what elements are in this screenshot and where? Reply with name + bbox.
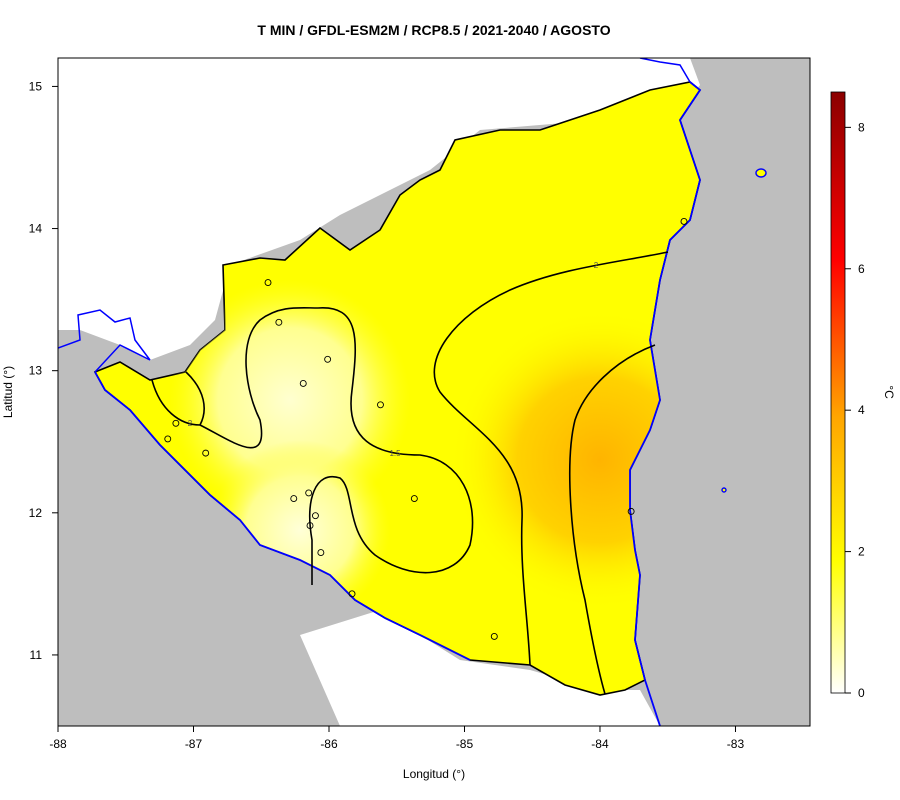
y-tick-label: 15 <box>29 79 43 93</box>
colorbar-label: °C <box>882 385 896 399</box>
contour-line-1-5-west <box>151 306 474 585</box>
costa-rica-land <box>300 610 660 726</box>
contour-line-2-north <box>433 251 669 666</box>
map-plot-area: 2 1.5 2 <box>58 58 810 726</box>
station-marker <box>490 633 498 640</box>
x-tick-label: -86 <box>320 737 338 751</box>
station-marker <box>305 489 313 497</box>
y-tick-label: 11 <box>30 648 43 662</box>
station-marker <box>306 522 314 530</box>
station-marker <box>348 590 356 598</box>
station-marker <box>317 549 325 557</box>
x-tick-label: -84 <box>591 737 609 751</box>
station-marker <box>311 512 319 520</box>
contour-label-2-north: 2 <box>594 261 599 270</box>
colorbar-tick-label: 4 <box>858 403 865 417</box>
colorbar-tick-label: 8 <box>858 120 865 134</box>
y-axis: 11 12 13 14 15 <box>29 79 58 662</box>
x-axis: -88 -87 -86 -85 -84 -83 <box>49 726 744 751</box>
station-marker <box>627 507 635 515</box>
x-tick-label: -83 <box>727 737 745 751</box>
contour-line-east <box>568 344 656 695</box>
island-miskito-cays <box>755 168 767 178</box>
station-marker <box>680 217 688 225</box>
contour-label-2-west: 2 <box>188 419 193 428</box>
y-tick-label: 14 <box>29 222 43 236</box>
station-marker <box>172 419 180 427</box>
station-marker <box>202 449 210 457</box>
colorbar-tick-label: 0 <box>858 686 865 700</box>
x-tick-label: -87 <box>185 737 203 751</box>
station-marker <box>377 401 384 409</box>
x-tick-label: -85 <box>456 737 474 751</box>
colorbar-tick-label: 6 <box>858 262 865 276</box>
plot-frame <box>57 57 811 727</box>
station-marker <box>275 318 283 326</box>
station-marker <box>299 380 307 387</box>
station-marker <box>410 495 418 503</box>
honduras-land <box>58 58 700 360</box>
contour-lines <box>151 251 669 695</box>
station-marker <box>264 279 272 287</box>
y-axis-title: Latitud (°) <box>1 366 15 418</box>
caribbean-islands <box>721 168 767 493</box>
station-markers <box>164 217 688 640</box>
contour-label-1-5: 1.5 <box>389 449 401 458</box>
x-axis-title: Longitud (°) <box>403 767 465 781</box>
nicaragua-field <box>93 81 702 696</box>
y-tick-label: 13 <box>29 364 43 378</box>
colorbar: 0 2 4 6 8 °C <box>830 91 896 700</box>
colorbar-tick-label: 2 <box>858 545 865 559</box>
colorbar-ticks: 0 2 4 6 8 <box>845 120 865 700</box>
y-tick-label: 12 <box>29 506 43 520</box>
gulf-of-fonseca-coast <box>58 309 151 373</box>
island-corn <box>721 487 727 493</box>
chart-title: T MIN / GFDL-ESM2M / RCP8.5 / 2021-2040 … <box>257 22 610 38</box>
caribbean-coastline <box>629 81 702 726</box>
x-tick-label: -88 <box>49 737 67 751</box>
pacific-coastline <box>94 371 471 661</box>
station-marker <box>164 435 172 443</box>
colorbar-gradient <box>830 91 846 694</box>
honduras-caribbean-coast <box>639 58 691 83</box>
station-marker <box>324 355 332 363</box>
station-marker <box>290 495 298 503</box>
